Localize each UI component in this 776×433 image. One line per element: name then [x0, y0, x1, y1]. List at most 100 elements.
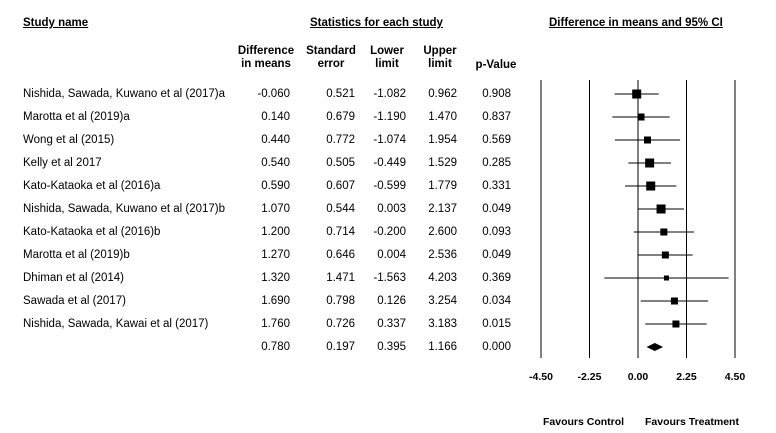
lower-value: 0.337 — [377, 318, 406, 330]
point-estimate — [672, 320, 680, 328]
lower-value: -1.082 — [373, 88, 406, 100]
upper-value: 3.183 — [428, 318, 457, 330]
lower-value: -0.449 — [373, 157, 406, 169]
summary-row: 0.780 0.197 0.395 1.166 0.000 — [0, 341, 530, 363]
study-name: Sawada et al (2017) — [23, 295, 126, 307]
p-value: 0.569 — [482, 134, 511, 146]
p-value: 0.049 — [482, 249, 511, 261]
col-header-standard-error: Standard error — [306, 45, 356, 70]
p-value: 0.000 — [482, 341, 511, 353]
se-value: 0.646 — [326, 249, 355, 261]
col-header-lower-limit: Lower limit — [370, 45, 404, 70]
upper-value: 1.470 — [428, 111, 457, 123]
diff-value: 0.440 — [261, 134, 290, 146]
table-row: Nishida, Sawada, Kuwano et al (2017)a -0… — [0, 88, 530, 110]
p-value: 0.837 — [482, 111, 511, 123]
upper-value: 3.254 — [428, 295, 457, 307]
col-header-upper-limit: Upper limit — [423, 45, 457, 70]
diff-value: 0.780 — [261, 341, 290, 353]
diff-value: 1.760 — [261, 318, 290, 330]
p-value: 0.369 — [482, 272, 511, 284]
lower-value: 0.126 — [377, 295, 406, 307]
lower-value: 0.395 — [377, 341, 406, 353]
se-value: 0.772 — [326, 134, 355, 146]
diff-value: 1.070 — [261, 203, 290, 215]
study-name: Nishida, Sawada, Kuwano et al (2017)b — [23, 203, 226, 215]
p-value: 0.093 — [482, 226, 511, 238]
point-estimate — [637, 113, 645, 121]
upper-value: 0.962 — [428, 88, 457, 100]
point-estimate — [632, 89, 642, 99]
lower-value: -1.074 — [373, 134, 406, 146]
point-estimate — [663, 275, 669, 281]
point-estimate — [643, 136, 651, 144]
upper-value: 2.536 — [428, 249, 457, 261]
favours-treatment-label: Favours Treatment — [645, 416, 739, 428]
study-name-header: Study name — [23, 17, 89, 29]
lower-value: -0.200 — [373, 226, 406, 238]
table-row: Kato-Kataoka et al (2016)a 0.590 0.607 -… — [0, 180, 530, 202]
x-tick-label: 4.50 — [725, 371, 746, 383]
p-value: 0.285 — [482, 157, 511, 169]
study-name: Nishida, Sawada, Kuwano et al (2017)a — [23, 88, 226, 100]
point-estimate — [660, 228, 668, 236]
diff-value: 1.270 — [261, 249, 290, 261]
table-row: Kelly et al 2017 0.540 0.505 -0.449 1.52… — [0, 157, 530, 179]
diff-value: 1.320 — [261, 272, 290, 284]
lower-value: 0.004 — [377, 249, 406, 261]
se-value: 0.505 — [326, 157, 355, 169]
p-value: 0.015 — [482, 318, 511, 330]
lower-value: -0.599 — [373, 180, 406, 192]
lower-value: -1.563 — [373, 272, 406, 284]
study-name: Marotta et al (2019)b — [23, 249, 130, 261]
diff-value: 1.690 — [261, 295, 290, 307]
study-name: Kato-Kataoka et al (2016)a — [23, 180, 161, 192]
se-value: 0.726 — [326, 318, 355, 330]
point-estimate — [670, 297, 678, 305]
upper-value: 1.529 — [428, 157, 457, 169]
se-value: 1.471 — [326, 272, 355, 284]
study-name: Nishida, Sawada, Kawai et al (2017) — [23, 318, 209, 330]
point-estimate — [646, 181, 656, 191]
table-row: Kato-Kataoka et al (2016)b 1.200 0.714 -… — [0, 226, 530, 248]
diff-value: 0.590 — [261, 180, 290, 192]
table-row: Nishida, Sawada, Kawai et al (2017) 1.76… — [0, 318, 530, 340]
study-name: Marotta et al (2019)a — [23, 111, 130, 123]
x-tick-label: -2.25 — [578, 371, 602, 383]
point-estimate — [656, 204, 666, 214]
upper-value: 1.954 — [428, 134, 457, 146]
x-tick-label: 2.25 — [676, 371, 697, 383]
se-value: 0.679 — [326, 111, 355, 123]
lower-value: -1.190 — [373, 111, 406, 123]
col-header-difference: Difference in means — [237, 45, 295, 70]
study-name: Dhiman et al (2014) — [23, 272, 124, 284]
x-tick-label: 0.00 — [628, 371, 649, 383]
p-value: 0.331 — [482, 180, 511, 192]
diff-value: 0.140 — [261, 111, 290, 123]
diff-value: 1.200 — [261, 226, 290, 238]
se-value: 0.544 — [326, 203, 355, 215]
lower-value: 0.003 — [377, 203, 406, 215]
upper-value: 1.779 — [428, 180, 457, 192]
table-row: Sawada et al (2017) 1.690 0.798 0.126 3.… — [0, 295, 530, 317]
col-header-p-value: p-Value — [475, 59, 517, 71]
study-name: Kelly et al 2017 — [23, 157, 102, 169]
upper-value: 2.600 — [428, 226, 457, 238]
p-value: 0.908 — [482, 88, 511, 100]
p-value: 0.034 — [482, 295, 511, 307]
study-name: Kato-Kataoka et al (2016)b — [23, 226, 161, 238]
se-value: 0.521 — [326, 88, 355, 100]
table-row: Marotta et al (2019)a 0.140 0.679 -1.190… — [0, 111, 530, 133]
table-row: Nishida, Sawada, Kuwano et al (2017)b 1.… — [0, 203, 530, 225]
study-name: Wong et al (2015) — [23, 134, 115, 146]
favours-control-label: Favours Control — [543, 416, 625, 428]
statistics-header: Statistics for each study — [310, 17, 443, 29]
upper-value: 2.137 — [428, 203, 457, 215]
point-estimate — [661, 251, 669, 259]
plot-header: Difference in means and 95% CI — [549, 17, 723, 29]
x-tick-label: -4.50 — [529, 371, 553, 383]
p-value: 0.049 — [482, 203, 511, 215]
se-value: 0.798 — [326, 295, 355, 307]
upper-value: 1.166 — [428, 341, 457, 353]
